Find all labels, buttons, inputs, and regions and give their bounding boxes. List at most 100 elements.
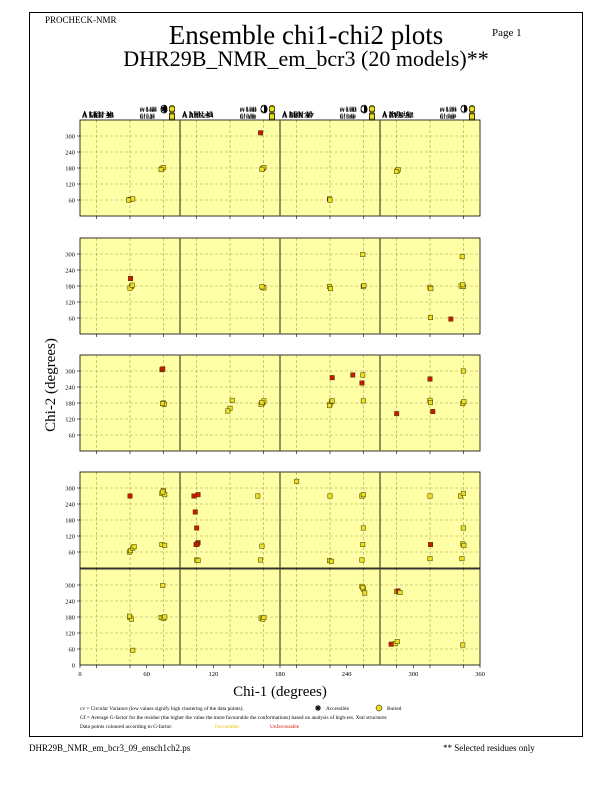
y-tick-label-zero: 0	[72, 663, 75, 670]
data-point	[162, 614, 168, 620]
panel-cv-value: cv 0.006	[140, 109, 157, 114]
buried-star-icon	[163, 106, 167, 110]
x-tick-label: 60	[143, 671, 150, 678]
panel-residue-label: A ARG 34	[182, 111, 214, 120]
panel-residue-label: A MET 27	[282, 111, 314, 120]
gf-color-square-icon	[169, 113, 175, 120]
y-tick-label: 180	[65, 401, 75, 408]
panel-cv-value: cv 0.044	[240, 107, 257, 112]
data-point	[130, 647, 136, 653]
y-tick-label: 120	[65, 631, 75, 638]
data-point	[131, 544, 137, 550]
panel-gf-value: Gf -0.80	[440, 115, 457, 120]
x-tick-label: 120	[208, 671, 218, 678]
panel-residue-label: A PHE 50	[282, 110, 313, 119]
panel-cv-value: cv 0.001	[340, 107, 357, 112]
panel-gf-value: Gf -0.01	[440, 114, 457, 119]
data-point	[259, 543, 265, 549]
y-tick-label: 180	[65, 284, 75, 291]
x-tick-label: 240	[342, 671, 352, 678]
panel-cv-value: cv 0.002	[240, 108, 257, 113]
page-title: Ensemble chi1-chi2 plots	[168, 20, 444, 50]
panel-residue-label: A LEU 15	[282, 109, 313, 118]
legend-star-icon	[317, 705, 321, 709]
panel-residue-label: A ILE 16	[382, 109, 410, 118]
panel-residue-label: A ASN 47	[382, 110, 413, 119]
panel-cv-value: cv 0.472	[140, 108, 157, 113]
legend-accessible-label: Accessible	[326, 706, 350, 712]
gf-color-square-icon	[469, 113, 475, 120]
data-point	[460, 490, 466, 496]
panel-cv-value: cv 0.376	[440, 108, 457, 113]
y-tick-label: 60	[69, 198, 76, 205]
y-tick-label: 240	[65, 268, 75, 275]
panel-gf-value: Gf 0.46	[140, 116, 155, 121]
y-tick-label: 120	[65, 534, 75, 541]
data-point	[261, 615, 267, 620]
panel-residue-label: A TYR 52	[382, 110, 413, 119]
data-point	[459, 556, 465, 562]
panel-cv-value: cv 0.003	[340, 108, 357, 113]
data-point	[460, 642, 466, 648]
data-point	[160, 401, 165, 406]
data-point	[448, 316, 454, 322]
y-tick-label: 180	[65, 518, 75, 525]
data-point	[458, 493, 464, 499]
data-point	[129, 282, 135, 288]
panel-gf-value: Gf 0.44	[440, 116, 455, 121]
gf-color-square-icon	[369, 113, 375, 120]
data-point	[360, 525, 366, 531]
data-point	[461, 399, 467, 405]
panel-cv-value: cv 0.303	[340, 109, 357, 114]
data-point	[360, 585, 366, 591]
data-point	[359, 557, 365, 563]
panel-gf-value: Gf 0.76	[140, 115, 155, 120]
data-point	[461, 542, 467, 548]
y-tick-label: 300	[65, 134, 75, 141]
favourable-marker-icon	[368, 105, 376, 113]
y-tick-label: 300	[65, 252, 75, 259]
panel-residue-label: A LEU 49	[182, 110, 213, 119]
data-point	[160, 583, 166, 588]
data-point	[229, 397, 235, 403]
x-tick-label: 300	[408, 671, 418, 678]
accessibility-half-icon	[364, 106, 367, 112]
gf-color-square-icon	[269, 113, 275, 120]
y-tick-label: 240	[65, 599, 75, 606]
page-number: Page 1	[492, 27, 522, 39]
panel-gf-value: Gf 0.56	[240, 114, 255, 119]
y-tick-label: 120	[65, 417, 75, 424]
data-point	[430, 409, 436, 414]
data-point	[360, 252, 366, 257]
data-point	[460, 368, 466, 374]
data-point	[258, 557, 264, 563]
data-point	[360, 398, 366, 404]
legend-cv-text: cv = Circular Variance (low values signi…	[80, 705, 244, 712]
data-point	[360, 372, 366, 378]
y-axis-title: Chi-2 (degrees)	[43, 338, 59, 432]
y-tick-label: 300	[65, 486, 75, 493]
data-point	[192, 509, 198, 515]
panel-residue-label: A LYS 29	[382, 111, 412, 120]
panel-gf-value: Gf 0.78	[240, 115, 255, 120]
program-name: PROCHECK-NMR	[45, 15, 117, 25]
panel-gf-value: Gf 0.72	[440, 116, 455, 121]
data-point	[350, 372, 356, 378]
data-point	[255, 493, 261, 499]
data-point	[127, 493, 133, 499]
panel-gf-value: Gf 0.63	[340, 115, 355, 120]
data-point	[194, 525, 200, 531]
panel-cv-value: cv 0.277	[440, 109, 457, 114]
panel-cv-value: cv 0.325	[140, 108, 157, 113]
panel-residue-label: A MET 25	[82, 111, 114, 120]
accessibility-half-icon	[264, 106, 267, 112]
panel-residue-label: A ILE 26	[182, 111, 210, 120]
y-tick-label: 240	[65, 385, 75, 392]
legend-buried-label: Buried	[387, 706, 402, 712]
data-point	[428, 286, 434, 292]
panel-cv-value: cv 0.001	[240, 109, 257, 114]
panel-cv-value: cv 0.142	[240, 109, 257, 114]
data-point	[193, 542, 199, 547]
data-point	[388, 641, 394, 647]
data-point	[428, 400, 434, 405]
